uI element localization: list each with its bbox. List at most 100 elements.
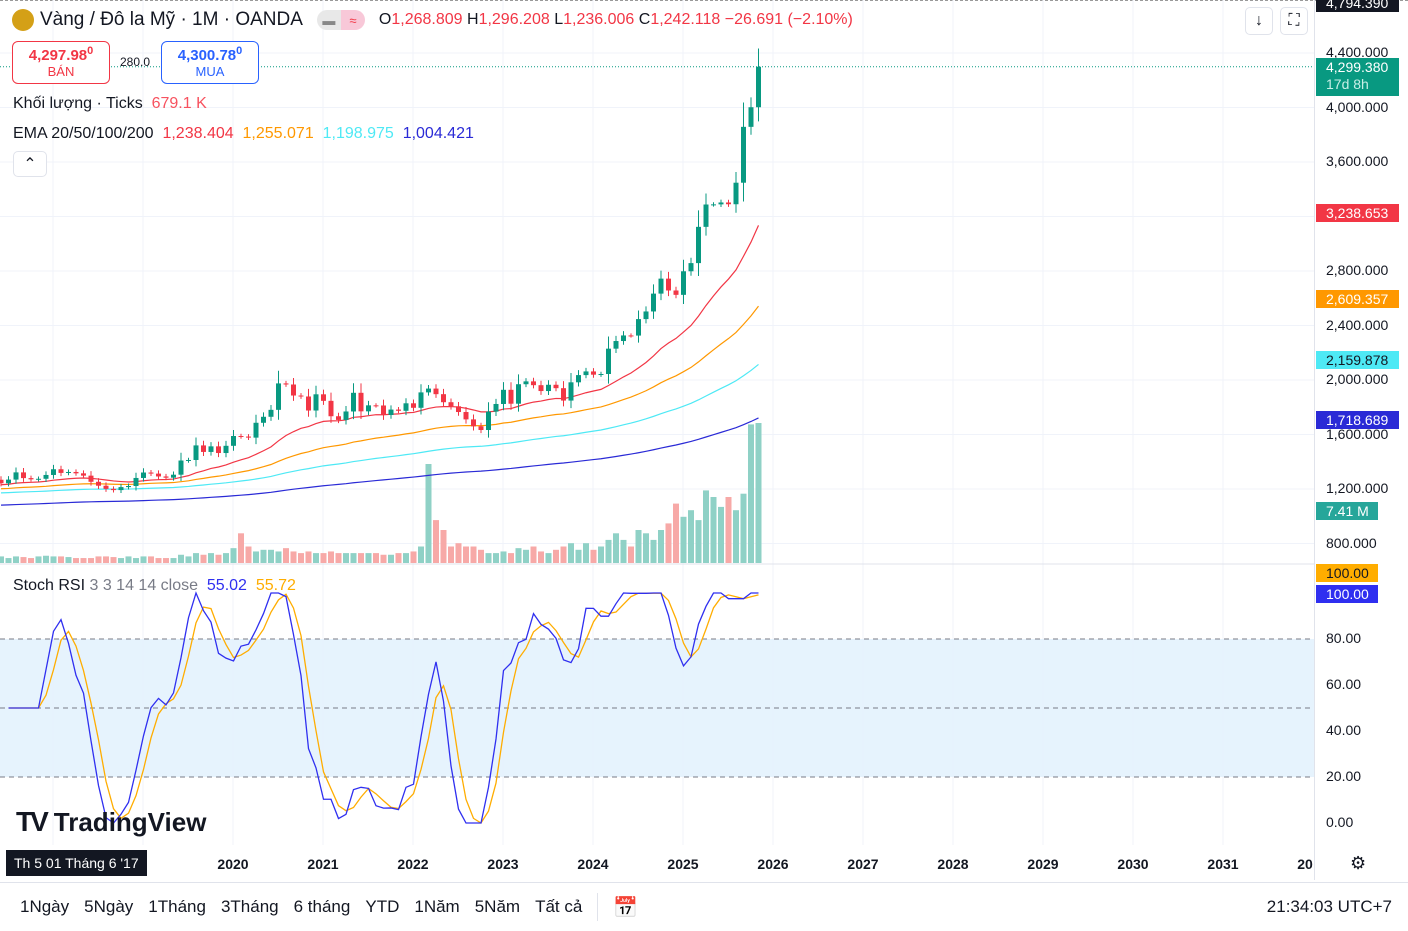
volume-bar xyxy=(650,539,657,563)
ohlc-values: O1,268.809 H1,296.208 L1,236.006 C1,242.… xyxy=(378,11,853,28)
buy-button[interactable]: 4,300.780 MUA xyxy=(161,41,259,84)
volume-bar xyxy=(493,553,499,563)
range-button[interactable]: 6 tháng xyxy=(293,897,351,916)
candle-body xyxy=(598,374,604,376)
volume-bar xyxy=(680,516,687,563)
volume-bar xyxy=(433,520,439,563)
volume-bar xyxy=(590,549,597,563)
candle-body xyxy=(658,278,664,294)
volume-bar xyxy=(170,558,177,563)
range-button[interactable]: YTD xyxy=(365,897,400,916)
candle-body xyxy=(358,392,364,412)
volume-bar xyxy=(260,549,267,563)
price-axis-label: 800.000 xyxy=(1326,534,1377,551)
ema100-line xyxy=(0,363,759,494)
candle-body xyxy=(223,445,229,454)
volume-bar xyxy=(5,558,12,563)
fullscreen-button[interactable]: ⛶ xyxy=(1280,7,1308,35)
volume-bar xyxy=(118,558,124,563)
range-button[interactable]: 5Năm xyxy=(474,897,521,916)
candle-body xyxy=(36,478,41,480)
volume-bar xyxy=(560,546,567,563)
top-border xyxy=(0,0,1408,1)
candle-body xyxy=(28,478,34,480)
price-axis[interactable] xyxy=(1314,0,1408,880)
clock-timezone[interactable]: 21:34:03 UTC+7 xyxy=(1266,897,1392,916)
volume-bar xyxy=(200,554,207,563)
volume-bar xyxy=(298,553,304,563)
candle-body xyxy=(43,474,49,479)
volume-bar xyxy=(283,548,289,563)
candle-body xyxy=(193,445,199,460)
status-pill[interactable]: ▬ ≈ xyxy=(316,10,365,30)
stoch-d-line xyxy=(8,592,759,824)
go-to-date-calendar-icon[interactable]: 📅 xyxy=(613,896,639,919)
range-button[interactable]: 5Ngày xyxy=(84,897,134,916)
range-button[interactable]: 1Năm xyxy=(414,897,460,916)
volume-bar xyxy=(673,503,679,563)
candle-body xyxy=(246,436,251,438)
candle-body xyxy=(126,486,131,488)
volume-bar xyxy=(110,557,117,563)
volume-bar xyxy=(628,546,634,563)
range-button[interactable]: 3Tháng xyxy=(220,897,279,916)
range-button[interactable]: 1Tháng xyxy=(148,897,206,916)
candle-body xyxy=(261,416,266,423)
candle-body xyxy=(0,479,4,484)
volume-bar xyxy=(350,553,357,563)
candle-body xyxy=(111,488,116,491)
candle-body xyxy=(748,107,754,127)
volume-bar xyxy=(665,523,672,563)
chart-canvas[interactable] xyxy=(0,0,1314,880)
ema20-tag: 3,238.653 xyxy=(1316,204,1399,222)
candle-body xyxy=(756,66,761,108)
volume-bar xyxy=(20,557,27,563)
candle-body xyxy=(621,335,626,342)
price-axis-label: 2,800.000 xyxy=(1326,262,1389,278)
volume-bar xyxy=(598,546,604,563)
settings-gear-icon[interactable]: ⚙ xyxy=(1350,853,1367,873)
candle-body xyxy=(156,473,161,477)
volume-tag: 7.41 M xyxy=(1316,502,1378,520)
candle-body xyxy=(651,293,656,312)
time-axis-label: 2024 xyxy=(577,856,609,872)
candle-body xyxy=(613,341,619,349)
volume-bar xyxy=(418,546,424,563)
time-axis-label: 2026 xyxy=(757,856,789,872)
divider xyxy=(597,893,599,921)
time-axis-label: 2031 xyxy=(1207,856,1239,872)
arrow-down-icon: ↓ xyxy=(1255,12,1263,29)
range-button[interactable]: Tất cả xyxy=(535,897,583,916)
top-price-tag: 4,794.390 xyxy=(1316,0,1399,12)
candle-body xyxy=(426,388,431,393)
volume-bar xyxy=(403,553,409,563)
candle-body xyxy=(51,469,56,475)
stoch-k-tag: 100.00 xyxy=(1316,585,1378,603)
volume-bar xyxy=(80,558,87,563)
candle-body xyxy=(403,403,409,411)
sell-button[interactable]: 4,297.980 BÁN xyxy=(12,41,110,84)
volume-bar xyxy=(358,553,364,563)
candle-body xyxy=(336,416,341,420)
volume-bar xyxy=(208,553,214,563)
symbol-title[interactable]: Vàng / Đô la Mỹ · 1M · OANDA xyxy=(40,9,303,30)
scroll-to-latest-button[interactable]: ↓ xyxy=(1245,7,1273,35)
volume-bar xyxy=(290,551,297,563)
candle-body xyxy=(21,472,26,479)
volume-bar xyxy=(620,539,627,563)
candle-body xyxy=(681,271,686,295)
range-button[interactable]: 1Ngày xyxy=(20,897,70,916)
gold-symbol-icon xyxy=(12,9,34,31)
volume-bar xyxy=(568,543,574,563)
candle-body xyxy=(553,384,559,389)
volume-bar xyxy=(103,556,109,563)
symbol-legend: Vàng / Đô la Mỹ · 1M · OANDA ▬ ≈ O1,268.8… xyxy=(12,9,853,31)
market-status-icon: ▬ xyxy=(316,10,341,30)
volume-bar xyxy=(320,553,327,563)
collapse-legend-button[interactable]: ⌃ xyxy=(13,151,47,177)
candle-body xyxy=(568,382,574,401)
volume-bar xyxy=(643,533,649,563)
volume-bar xyxy=(28,558,34,563)
candle-body xyxy=(381,405,386,416)
current-price-tag: 4,299.380 17d 8h xyxy=(1316,58,1399,96)
